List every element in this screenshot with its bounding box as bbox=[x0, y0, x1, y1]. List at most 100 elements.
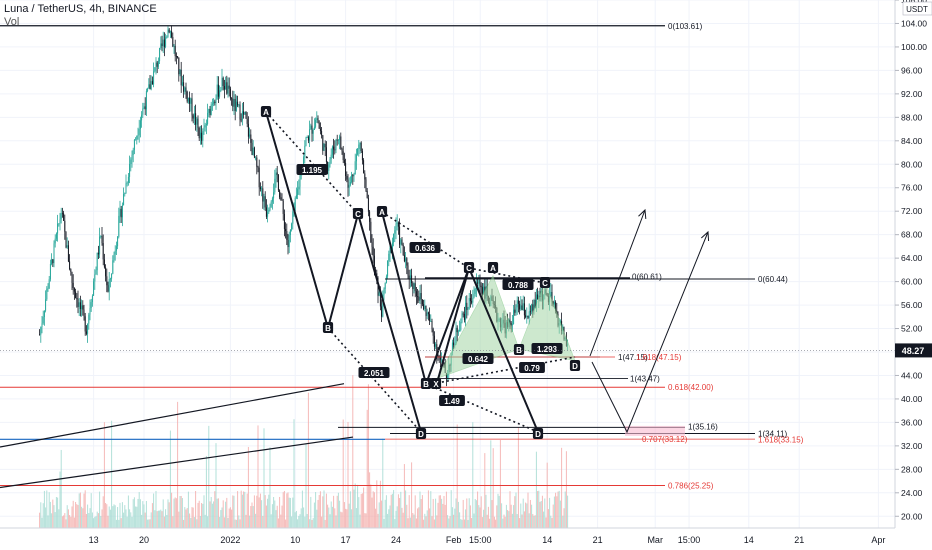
volume-bar bbox=[108, 506, 110, 528]
volume-bar bbox=[186, 508, 188, 528]
price-tick-label: 32.00 bbox=[901, 441, 923, 451]
volume-bar bbox=[331, 506, 333, 528]
candle-body bbox=[461, 313, 463, 323]
candle-body bbox=[207, 112, 209, 124]
current-price-label: 48.27 bbox=[902, 346, 925, 356]
candle-body bbox=[184, 87, 186, 92]
volume-bar bbox=[424, 513, 426, 528]
candle-body bbox=[52, 259, 54, 264]
volume-bar bbox=[95, 516, 97, 528]
pattern-point-label-box bbox=[415, 428, 427, 439]
candle-body bbox=[341, 148, 343, 152]
volume-bar bbox=[119, 502, 121, 528]
candle-body bbox=[264, 196, 266, 208]
volume-bar bbox=[520, 503, 522, 528]
price-tick-label: 104.00 bbox=[901, 18, 927, 28]
volume-bar bbox=[381, 500, 383, 528]
candle-body bbox=[370, 221, 372, 243]
volume-bar bbox=[322, 496, 324, 528]
volume-bar bbox=[432, 498, 434, 528]
volume-bar bbox=[261, 500, 263, 528]
candle-body bbox=[443, 362, 445, 364]
volume-bar bbox=[528, 513, 530, 528]
volume-bar bbox=[556, 496, 558, 528]
volume-bar bbox=[378, 502, 380, 528]
candle-body bbox=[526, 315, 528, 318]
candle-body bbox=[364, 173, 366, 180]
volume-bar bbox=[436, 515, 438, 528]
volume-bar bbox=[527, 492, 529, 528]
volume-bar bbox=[271, 504, 273, 528]
candle-body bbox=[291, 223, 293, 230]
pattern-point-label: C bbox=[355, 210, 361, 219]
candle-body bbox=[198, 127, 200, 139]
volume-bar bbox=[561, 447, 563, 528]
candle-body bbox=[97, 252, 99, 255]
volume-bar bbox=[253, 495, 255, 528]
volume-bar bbox=[143, 504, 145, 528]
candle-body bbox=[310, 125, 312, 130]
candle-body bbox=[346, 175, 348, 180]
candle-body bbox=[399, 226, 401, 245]
volume-bar bbox=[141, 514, 143, 528]
candle-body bbox=[252, 147, 254, 155]
candle-body bbox=[191, 98, 193, 116]
volume-bar bbox=[59, 471, 61, 528]
candle-body bbox=[480, 285, 482, 288]
candle-body bbox=[387, 260, 389, 277]
price-tick-label: 84.00 bbox=[901, 136, 923, 146]
candle-body bbox=[407, 265, 409, 276]
volume-bar bbox=[177, 401, 179, 528]
volume-bar bbox=[495, 519, 497, 528]
volume-bar bbox=[77, 505, 79, 528]
volume-bar bbox=[280, 514, 282, 528]
volume-bar bbox=[357, 484, 359, 528]
volume-bar bbox=[288, 497, 290, 528]
candle-body bbox=[437, 354, 439, 357]
volume-bar bbox=[60, 449, 62, 528]
candle-body bbox=[186, 91, 188, 102]
candle-body bbox=[142, 108, 144, 115]
candle-body bbox=[285, 228, 287, 232]
volume-bar bbox=[429, 508, 431, 528]
candle-body bbox=[226, 82, 228, 94]
candle-body bbox=[509, 319, 511, 323]
volume-bar bbox=[382, 438, 384, 528]
volume-bar bbox=[397, 494, 399, 528]
volume-bar bbox=[214, 491, 216, 528]
candle-body bbox=[286, 231, 288, 240]
candle-body bbox=[243, 111, 245, 115]
candle-body bbox=[473, 293, 475, 298]
candle-body bbox=[436, 344, 438, 355]
volume-bar bbox=[72, 500, 74, 528]
volume-bar bbox=[461, 519, 463, 528]
time-tick-label: Mar bbox=[647, 535, 663, 545]
candle-body bbox=[241, 111, 243, 121]
volume-bar bbox=[377, 513, 379, 528]
ratio-label: 0.788 bbox=[508, 281, 529, 290]
candle-body bbox=[280, 197, 282, 200]
volume-bar bbox=[295, 510, 297, 528]
volume-bar bbox=[550, 515, 552, 528]
candle-body bbox=[219, 90, 221, 97]
candle-body bbox=[555, 301, 557, 311]
candle-body bbox=[432, 329, 434, 336]
pattern-point-label-box bbox=[352, 208, 364, 219]
volume-bar bbox=[445, 491, 447, 528]
volume-bar bbox=[145, 500, 147, 528]
candle-body bbox=[342, 151, 344, 161]
volume-bar bbox=[96, 511, 98, 528]
candle-body bbox=[393, 233, 395, 243]
volume-bar bbox=[388, 509, 390, 528]
candle-body bbox=[357, 149, 359, 155]
candle-body bbox=[309, 129, 311, 141]
volume-bar bbox=[347, 421, 349, 528]
volume-bar bbox=[222, 500, 224, 528]
volume-bar bbox=[211, 503, 213, 528]
harmonic-patterns: ABCDABCDXABCD1.1950.6362.0511.490.7880.6… bbox=[0, 106, 895, 489]
pattern-point-label-box bbox=[322, 322, 334, 333]
candle-body bbox=[330, 154, 332, 160]
candle-body bbox=[117, 236, 119, 247]
volume-bar bbox=[172, 516, 174, 528]
